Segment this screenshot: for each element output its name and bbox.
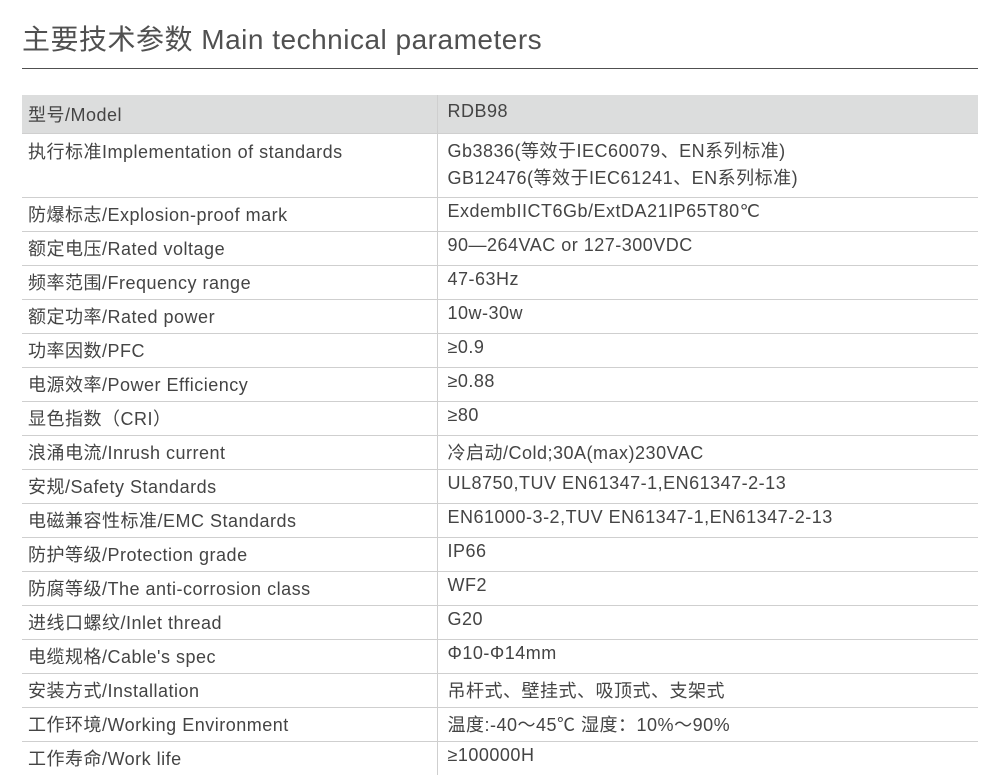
row-label: 进线口螺纹/Inlet thread — [22, 605, 437, 639]
row-label: 显色指数（CRI） — [22, 401, 437, 435]
row-value: 47-63Hz — [437, 265, 978, 299]
table-row: 功率因数/PFC ≥0.9 — [22, 333, 978, 367]
row-label: 安规/Safety Standards — [22, 469, 437, 503]
spec-table: 型号/Model RDB98 执行标准Implementation of sta… — [22, 95, 978, 775]
row-value: 10w-30w — [437, 299, 978, 333]
row-value: WF2 — [437, 571, 978, 605]
row-value: Gb3836(等效于IEC60079、EN系列标准) GB12476(等效于IE… — [437, 134, 978, 198]
table-row: 防护等级/Protection grade IP66 — [22, 537, 978, 571]
row-label: 额定功率/Rated power — [22, 299, 437, 333]
row-value: ≥0.9 — [437, 333, 978, 367]
table-row: 安规/Safety Standards UL8750,TUV EN61347-1… — [22, 469, 978, 503]
row-value: G20 — [437, 605, 978, 639]
row-value: 温度:-40～45℃ 湿度：10%～90% — [437, 707, 978, 741]
row-value-line: Gb3836(等效于IEC60079、EN系列标准) — [448, 138, 971, 166]
table-row: 安装方式/Installation 吊杆式、壁挂式、吸顶式、支架式 — [22, 673, 978, 707]
table-row: 进线口螺纹/Inlet thread G20 — [22, 605, 978, 639]
row-label: 电磁兼容性标准/EMC Standards — [22, 503, 437, 537]
row-label: 工作环境/Working Environment — [22, 707, 437, 741]
table-row: 工作环境/Working Environment 温度:-40～45℃ 湿度：1… — [22, 707, 978, 741]
row-value: IP66 — [437, 537, 978, 571]
row-label: 额定电压/Rated voltage — [22, 231, 437, 265]
header-value: RDB98 — [437, 95, 978, 134]
row-value: ≥0.88 — [437, 367, 978, 401]
row-label: 防腐等级/The anti-corrosion class — [22, 571, 437, 605]
row-value: 吊杆式、壁挂式、吸顶式、支架式 — [437, 673, 978, 707]
title-underline — [22, 68, 978, 69]
table-row: 显色指数（CRI） ≥80 — [22, 401, 978, 435]
table-row: 防腐等级/The anti-corrosion class WF2 — [22, 571, 978, 605]
title-block: 主要技术参数 Main technical parameters — [22, 18, 978, 69]
table-row: 工作寿命/Work life ≥100000H — [22, 741, 978, 775]
row-value: UL8750,TUV EN61347-1,EN61347-2-13 — [437, 469, 978, 503]
table-row: 浪涌电流/Inrush current 冷启动/Cold;30A(max)230… — [22, 435, 978, 469]
row-label: 浪涌电流/Inrush current — [22, 435, 437, 469]
row-value: ExdembIICT6Gb/ExtDA21IP65T80℃ — [437, 197, 978, 231]
table-row: 防爆标志/Explosion-proof mark ExdembIICT6Gb/… — [22, 197, 978, 231]
row-value: EN61000-3-2,TUV EN61347-1,EN61347-2-13 — [437, 503, 978, 537]
page-title: 主要技术参数 Main technical parameters — [22, 18, 978, 68]
table-row: 频率范围/Frequency range 47-63Hz — [22, 265, 978, 299]
row-label: 防爆标志/Explosion-proof mark — [22, 197, 437, 231]
table-header-row: 型号/Model RDB98 — [22, 95, 978, 134]
row-value: 90—264VAC or 127-300VDC — [437, 231, 978, 265]
header-label: 型号/Model — [22, 95, 437, 134]
table-row: 电缆规格/Cable's spec Φ10-Φ14mm — [22, 639, 978, 673]
table-row: 额定电压/Rated voltage 90—264VAC or 127-300V… — [22, 231, 978, 265]
row-label: 电源效率/Power Efficiency — [22, 367, 437, 401]
table-row: 额定功率/Rated power 10w-30w — [22, 299, 978, 333]
row-label: 电缆规格/Cable's spec — [22, 639, 437, 673]
row-value: ≥100000H — [437, 741, 978, 775]
row-label: 安装方式/Installation — [22, 673, 437, 707]
table-row: 电源效率/Power Efficiency ≥0.88 — [22, 367, 978, 401]
row-value: Φ10-Φ14mm — [437, 639, 978, 673]
row-value: 冷启动/Cold;30A(max)230VAC — [437, 435, 978, 469]
row-label: 工作寿命/Work life — [22, 741, 437, 775]
row-label: 防护等级/Protection grade — [22, 537, 437, 571]
table-row: 执行标准Implementation of standards Gb3836(等… — [22, 134, 978, 198]
row-label: 功率因数/PFC — [22, 333, 437, 367]
row-value-line: GB12476(等效于IEC61241、EN系列标准) — [448, 165, 971, 193]
table-row: 电磁兼容性标准/EMC Standards EN61000-3-2,TUV EN… — [22, 503, 978, 537]
row-label: 频率范围/Frequency range — [22, 265, 437, 299]
row-label: 执行标准Implementation of standards — [22, 134, 437, 198]
row-value: ≥80 — [437, 401, 978, 435]
